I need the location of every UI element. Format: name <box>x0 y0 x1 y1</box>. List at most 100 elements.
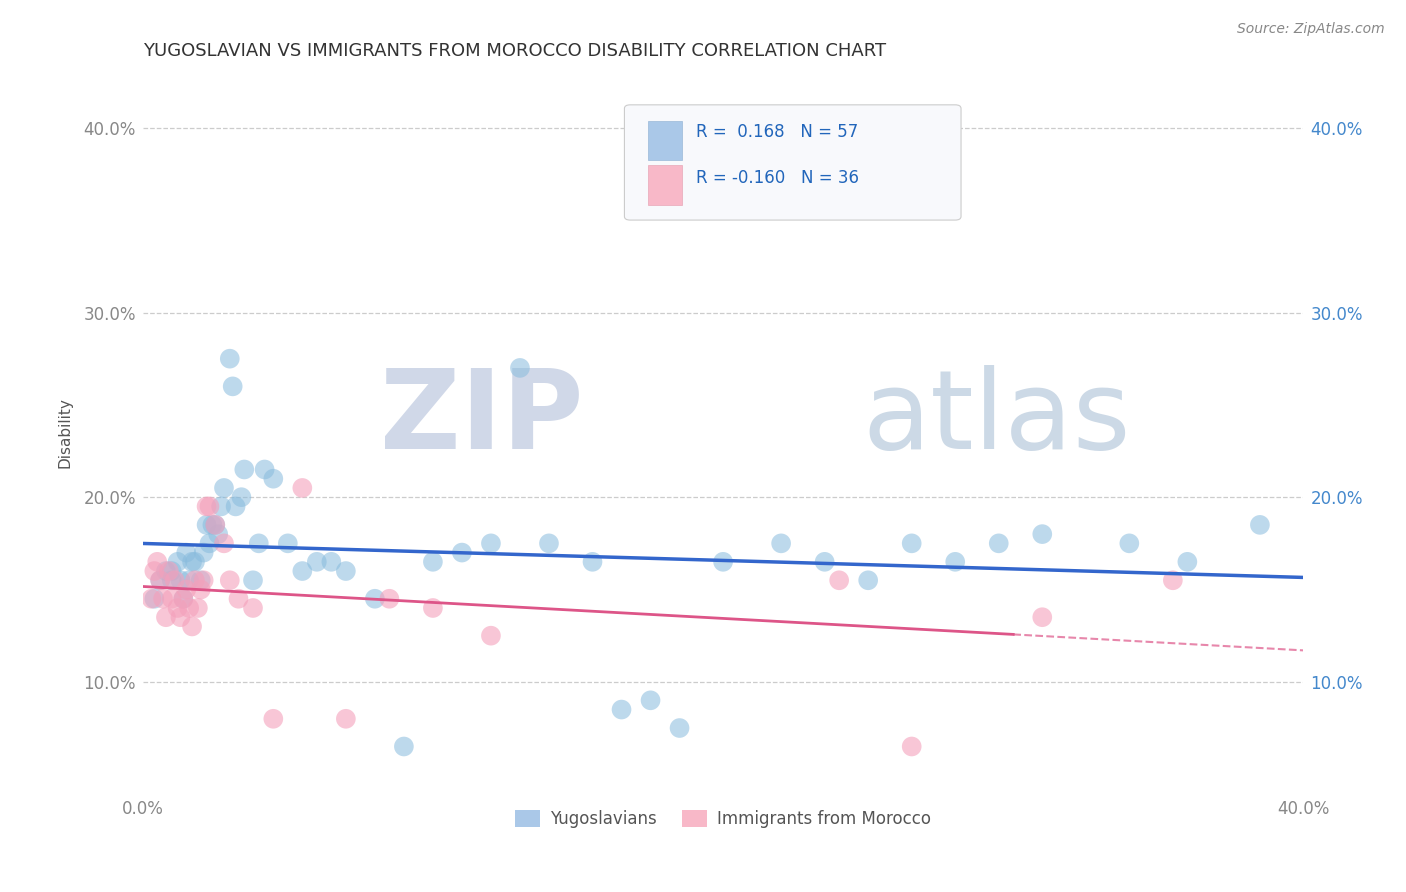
Text: ZIP: ZIP <box>381 365 583 472</box>
Point <box>198 500 221 514</box>
Point <box>212 481 235 495</box>
Point <box>174 582 197 597</box>
Legend: Yugoslavians, Immigrants from Morocco: Yugoslavians, Immigrants from Morocco <box>509 803 938 835</box>
Point <box>242 601 264 615</box>
Point <box>141 591 163 606</box>
Point <box>160 591 183 606</box>
Point <box>277 536 299 550</box>
Point <box>828 574 851 588</box>
Point <box>262 712 284 726</box>
FancyBboxPatch shape <box>624 105 962 220</box>
Point <box>335 712 357 726</box>
Point <box>1118 536 1140 550</box>
Text: R =  0.168   N = 57: R = 0.168 N = 57 <box>696 123 859 141</box>
Point <box>201 517 224 532</box>
Point <box>228 591 250 606</box>
Point <box>581 555 603 569</box>
Point <box>190 582 212 597</box>
Point <box>179 601 201 615</box>
Point <box>291 481 314 495</box>
Point <box>195 500 218 514</box>
Point <box>157 564 180 578</box>
Point <box>174 545 197 559</box>
Text: YUGOSLAVIAN VS IMMIGRANTS FROM MOROCCO DISABILITY CORRELATION CHART: YUGOSLAVIAN VS IMMIGRANTS FROM MOROCCO D… <box>143 42 886 60</box>
Point <box>149 574 172 588</box>
Text: Source: ZipAtlas.com: Source: ZipAtlas.com <box>1237 22 1385 37</box>
Point <box>479 629 502 643</box>
Point <box>160 564 183 578</box>
Point <box>509 360 531 375</box>
Text: atlas: atlas <box>862 365 1130 472</box>
FancyBboxPatch shape <box>648 120 682 161</box>
Point <box>198 536 221 550</box>
Point <box>1161 574 1184 588</box>
Point <box>179 574 201 588</box>
Point <box>169 574 191 588</box>
Point <box>247 536 270 550</box>
Point <box>987 536 1010 550</box>
Point <box>172 591 194 606</box>
Point <box>143 564 166 578</box>
Point <box>711 555 734 569</box>
Point <box>943 555 966 569</box>
Point <box>451 545 474 559</box>
Point <box>900 739 922 754</box>
Point <box>184 574 207 588</box>
Point <box>190 574 212 588</box>
Point <box>305 555 328 569</box>
Point <box>204 517 226 532</box>
Point <box>149 574 172 588</box>
Point <box>209 500 232 514</box>
Point <box>169 610 191 624</box>
Point <box>160 574 183 588</box>
Point <box>221 379 243 393</box>
Point <box>1175 555 1198 569</box>
Point <box>640 693 662 707</box>
Point <box>378 591 401 606</box>
Point <box>233 462 256 476</box>
Point <box>610 702 633 716</box>
Point <box>181 619 204 633</box>
Point <box>321 555 343 569</box>
Point <box>1249 517 1271 532</box>
Point <box>242 574 264 588</box>
Point <box>900 536 922 550</box>
Point <box>155 610 177 624</box>
Point <box>253 462 276 476</box>
Point <box>172 591 194 606</box>
Point <box>218 351 240 366</box>
Point <box>1031 527 1053 541</box>
Point <box>155 564 177 578</box>
Point <box>364 591 387 606</box>
Point <box>218 574 240 588</box>
Point <box>181 555 204 569</box>
Point <box>146 555 169 569</box>
Point <box>225 500 247 514</box>
Y-axis label: Disability: Disability <box>58 397 72 468</box>
Point <box>187 601 209 615</box>
Point <box>231 490 253 504</box>
Point <box>193 545 215 559</box>
Point <box>143 591 166 606</box>
Text: R = -0.160   N = 36: R = -0.160 N = 36 <box>696 169 859 187</box>
Point <box>537 536 560 550</box>
Point <box>668 721 690 735</box>
Point <box>422 601 444 615</box>
Point <box>184 555 207 569</box>
Point <box>193 574 215 588</box>
Point <box>291 564 314 578</box>
Point <box>212 536 235 550</box>
Point <box>152 591 174 606</box>
Point <box>856 574 879 588</box>
Point <box>166 555 188 569</box>
FancyBboxPatch shape <box>648 165 682 205</box>
Point <box>262 472 284 486</box>
Point <box>163 574 186 588</box>
Point <box>335 564 357 578</box>
Point <box>770 536 793 550</box>
Point <box>1031 610 1053 624</box>
Point <box>166 601 188 615</box>
Point <box>204 517 226 532</box>
Point <box>207 527 229 541</box>
Point <box>392 739 415 754</box>
